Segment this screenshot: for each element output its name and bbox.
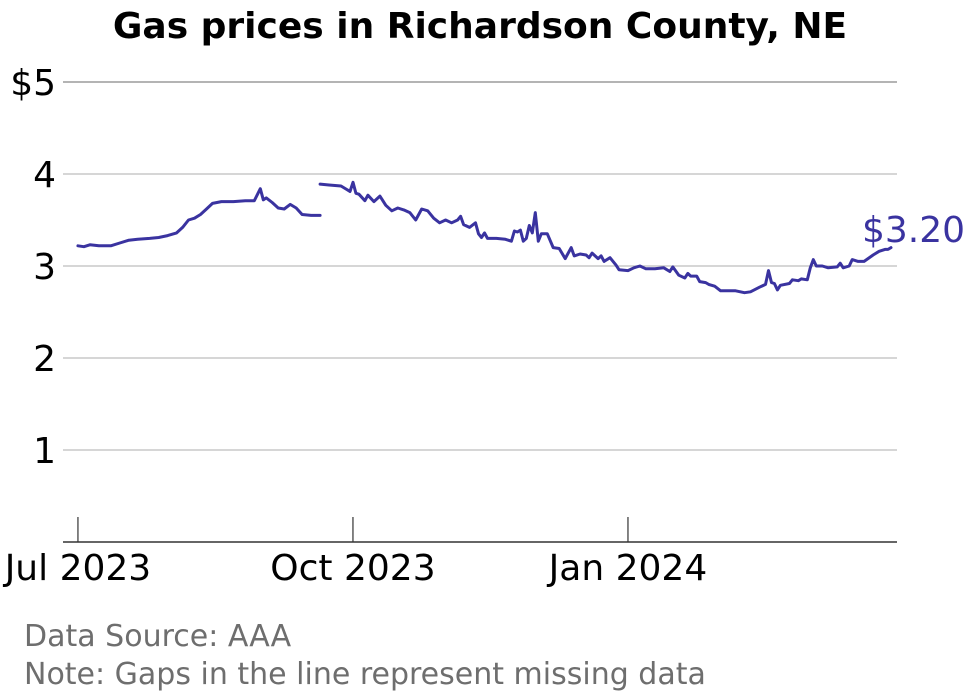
x-tick-label: Oct 2023	[270, 548, 435, 589]
y-axis-ticks: 1 2 3 4 $5	[10, 63, 56, 472]
missing-data-note: Note: Gaps in the line represent missing…	[24, 657, 706, 692]
y-tick-label: 4	[33, 155, 56, 196]
end-value-label: $3.20	[862, 210, 965, 251]
y-tick-label: 2	[33, 339, 56, 380]
gridlines	[63, 81, 897, 451]
data-source-note: Data Source: AAA	[24, 619, 292, 654]
price-line-segment	[76, 187, 322, 249]
chart-title: Gas prices in Richardson County, NE	[113, 6, 847, 47]
y-tick-label: 3	[33, 247, 56, 288]
y-tick-label: 1	[33, 431, 56, 472]
x-axis-ticks: Jul 2023 Oct 2023 Jan 2024	[3, 517, 708, 589]
price-line-segment	[318, 180, 893, 295]
y-tick-label: $5	[10, 63, 56, 104]
x-tick-label: Jan 2024	[547, 548, 708, 589]
x-tick-label: Jul 2023	[3, 548, 152, 589]
price-line	[76, 180, 893, 295]
